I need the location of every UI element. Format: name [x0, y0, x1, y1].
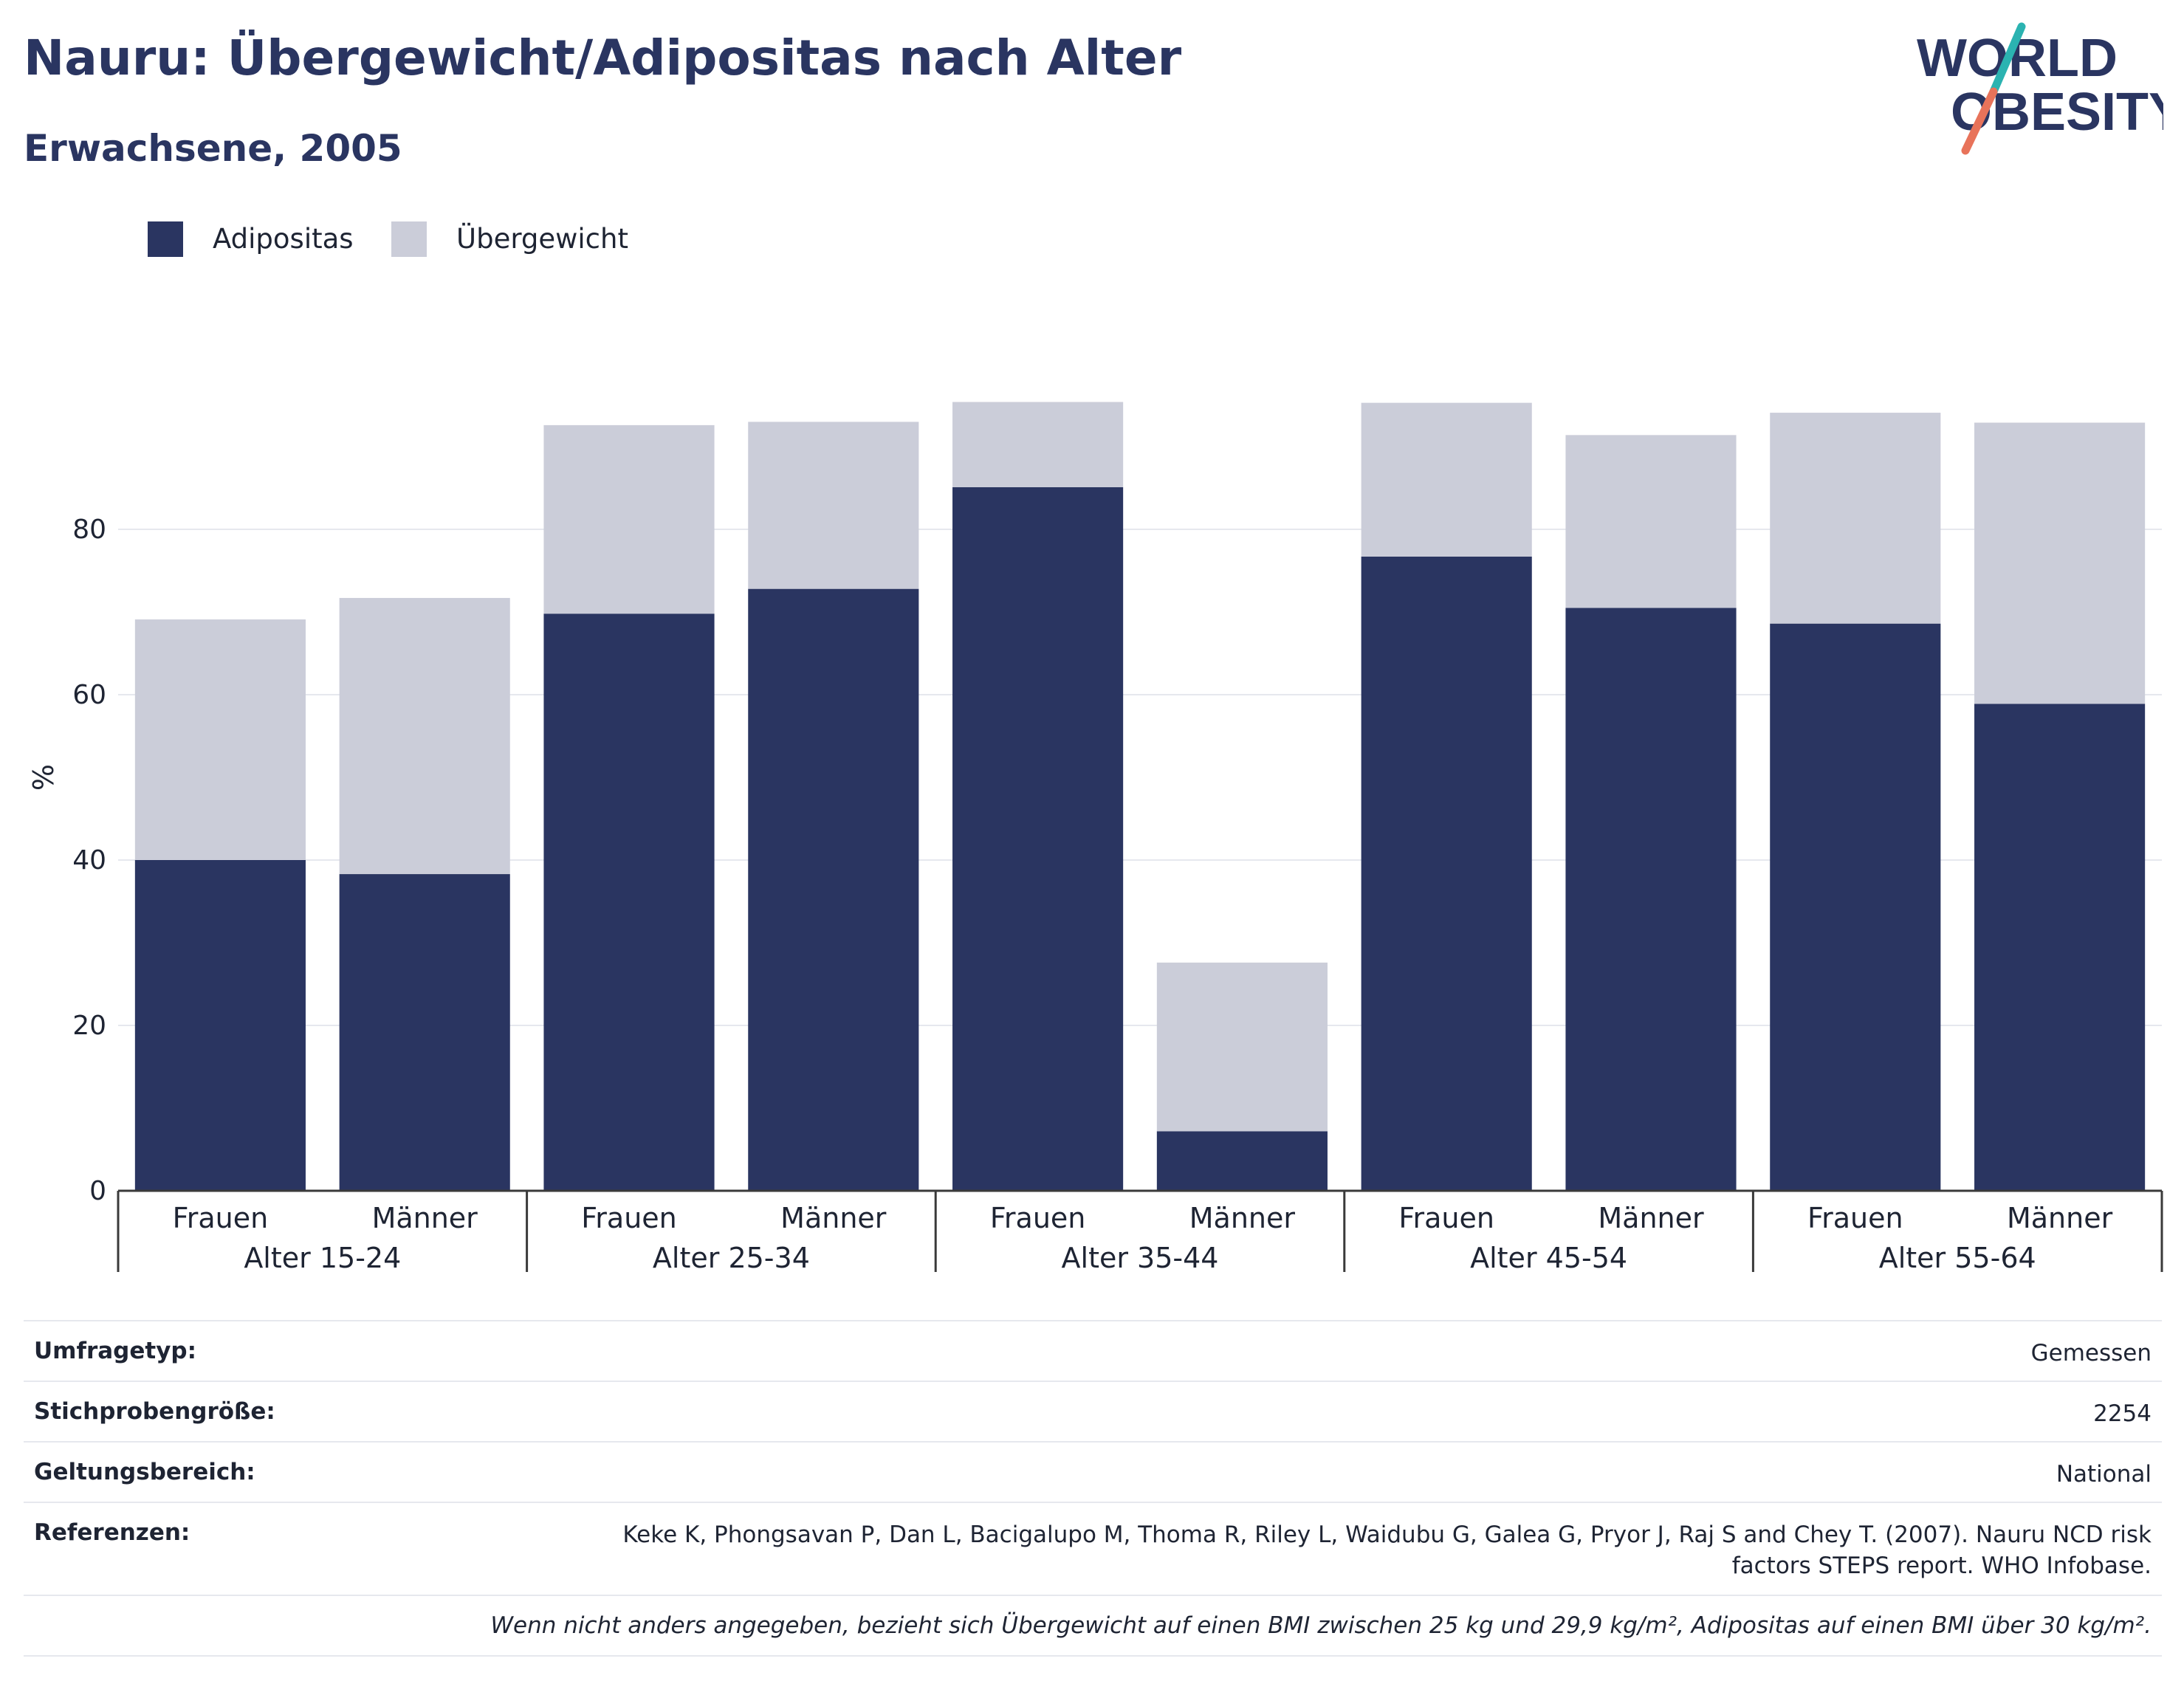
- y-tick-label: 60: [72, 680, 106, 710]
- bar-uebergewicht: [952, 402, 1124, 487]
- x-category-label: Frauen: [581, 1202, 677, 1234]
- bar-uebergewicht: [1770, 413, 1941, 624]
- info-value: National: [2056, 1461, 2152, 1488]
- info-note: Wenn nicht anders angegeben, bezieht sic…: [490, 1612, 2152, 1639]
- x-category-label: Frauen: [990, 1202, 1086, 1234]
- bar-adipositas: [1156, 1131, 1328, 1191]
- legend-swatch-adipositas: [148, 221, 183, 257]
- bar-uebergewicht: [1361, 402, 1532, 557]
- x-group-label: Alter 15-24: [244, 1242, 401, 1274]
- info-label: Geltungsbereich:: [34, 1459, 255, 1485]
- bar-uebergewicht: [1565, 435, 1737, 608]
- logo-slash-top: [1989, 22, 2026, 96]
- info-table-bottom-border: [24, 1655, 2162, 1657]
- bar-uebergewicht: [543, 424, 715, 614]
- x-group-label: Alter 45-54: [1470, 1242, 1627, 1274]
- bar-adipositas: [1770, 623, 1941, 1191]
- info-label: Referenzen:: [34, 1519, 190, 1546]
- page-title: Nauru: Übergewicht/Adipositas nach Alter: [24, 30, 1182, 86]
- x-category-label: Männer: [780, 1202, 887, 1234]
- info-label: Stichprobengröße:: [34, 1398, 275, 1425]
- x-category-label: Männer: [2007, 1202, 2113, 1234]
- info-table: Umfragetyp: Gemessen Stichprobengröße: 2…: [24, 1320, 2162, 1657]
- info-row-scope: Geltungsbereich: National: [24, 1441, 2162, 1502]
- bar-uebergewicht: [134, 619, 306, 860]
- legend-swatch-uebergewicht: [391, 221, 427, 257]
- bar-adipositas: [134, 860, 306, 1191]
- y-tick-label: 20: [72, 1011, 106, 1041]
- info-value: 2254: [2093, 1400, 2152, 1427]
- bar-chart: 0 20 40 60 80% Frauen Männer Frauen Männer Frauen…: [27, 402, 2163, 1274]
- bar-adipositas: [748, 588, 919, 1191]
- legend-label-adipositas: Adipositas: [213, 223, 354, 255]
- x-category-label: Männer: [1189, 1202, 1296, 1234]
- bar-adipositas: [952, 487, 1124, 1191]
- info-row-note: Wenn nicht anders angegeben, bezieht sic…: [24, 1595, 2162, 1655]
- world-obesity-logo: WORLD OBESITY: [1917, 22, 2163, 155]
- legend-label-uebergewicht: Übergewicht: [456, 223, 628, 255]
- y-tick-label: 80: [72, 515, 106, 545]
- x-group-label: Alter 55-64: [1879, 1242, 2036, 1274]
- x-category-label: Männer: [1598, 1202, 1704, 1234]
- logo-slash-bottom: [1961, 87, 1998, 155]
- x-category-label: Frauen: [173, 1202, 269, 1234]
- x-category-label: Frauen: [1398, 1202, 1494, 1234]
- bar-uebergewicht: [1156, 962, 1328, 1132]
- bar-adipositas: [1974, 704, 2146, 1191]
- info-value: Keke K, Phongsavan P, Dan L, Bacigalupo …: [622, 1522, 2152, 1579]
- x-group-label: Alter 25-34: [653, 1242, 810, 1274]
- info-row-sample-size: Stichprobengröße: 2254: [24, 1381, 2162, 1441]
- info-row-survey-type: Umfragetyp: Gemessen: [24, 1320, 2162, 1381]
- bar-adipositas: [1361, 556, 1532, 1191]
- page-subtitle: Erwachsene, 2005: [24, 127, 402, 170]
- info-label: Umfragetyp:: [34, 1338, 196, 1364]
- bar-adipositas: [339, 874, 510, 1191]
- y-tick-label: 0: [89, 1176, 106, 1206]
- info-row-references: Referenzen: Keke K, Phongsavan P, Dan L,…: [24, 1502, 2162, 1595]
- bar-uebergewicht: [748, 422, 919, 589]
- y-axis-label: %: [27, 764, 60, 791]
- bar-adipositas: [543, 613, 715, 1191]
- x-group-label: Alter 35-44: [1062, 1242, 1219, 1274]
- bar-uebergewicht: [1974, 422, 2146, 704]
- info-value: Gemessen: [2030, 1340, 2152, 1366]
- bar-adipositas: [1565, 608, 1737, 1191]
- x-category-label: Frauen: [1807, 1202, 1903, 1234]
- y-tick-label: 40: [72, 845, 106, 876]
- bar-uebergewicht: [339, 597, 510, 875]
- x-category-label: Männer: [372, 1202, 478, 1234]
